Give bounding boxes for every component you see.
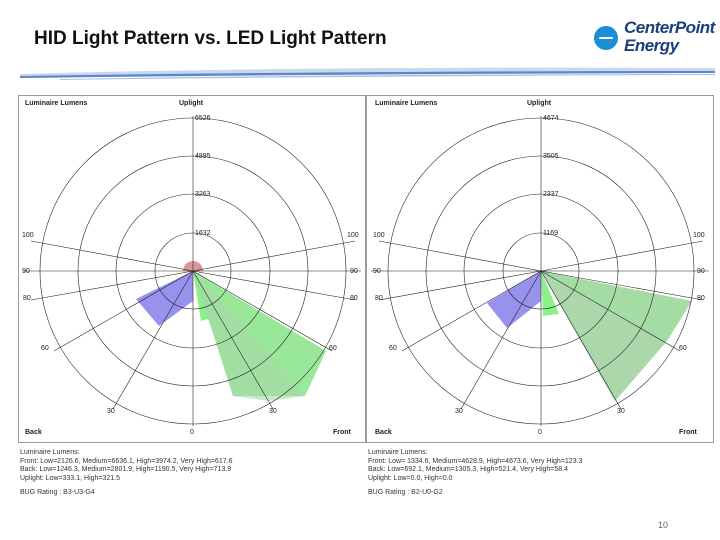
hid-ring-label-3: 4895 (195, 153, 211, 160)
page-number: 10 (658, 520, 669, 530)
led-back-zone (487, 271, 541, 328)
hid-spoke-30-right (192, 270, 274, 410)
hid-angle-right-80: 80 (350, 295, 358, 302)
hid-info-back: Back: Low=1246.3, Medium=2801.9, High=11… (20, 466, 232, 473)
led-angle-right-60: 60 (679, 345, 687, 352)
hid-spoke-60-left (53, 270, 194, 352)
header-swoosh (20, 67, 715, 80)
hid-spoke-30-left (112, 270, 194, 410)
hid-info-uplight: Uplight: Low=333.1, High=321.5 (20, 474, 121, 482)
led-spoke-100-left (378, 240, 542, 272)
led-ring-label-1: 1169 (543, 230, 559, 237)
hid-ring-label-4: 6526 (195, 115, 211, 122)
hid-bug-rating: BUG Rating : B3-U3-G4 (20, 489, 95, 496)
led-ring-label-3: 3505 (543, 153, 559, 160)
led-corner-front: Front (679, 429, 697, 436)
logo-text-line2: Energy (624, 36, 679, 55)
led-polar-plot (371, 116, 709, 426)
hid-ring-label-2: 3263 (195, 191, 211, 198)
slide-title: HID Light Pattern vs. LED Light Pattern (34, 28, 387, 49)
hid-angle-left-90: 90 (22, 268, 30, 275)
led-angle-left-90: 90 (373, 268, 381, 275)
led-angle-left-100: 100 (373, 232, 385, 239)
led-info-back: Back: Low=692.1, Medium=1305.3, High=521… (368, 466, 569, 473)
hid-angle-left-80: 80 (23, 295, 31, 302)
led-spoke-100-right (540, 240, 704, 272)
led-angle-bottom: 0 (538, 429, 542, 436)
led-info-uplight: Uplight: Low=0.0, High=0.0 (368, 474, 453, 482)
led-spoke-30-right (540, 270, 622, 410)
led-angle-left-30: 30 (455, 408, 463, 415)
led-angle-right-80: 80 (697, 295, 705, 302)
led-zones (487, 271, 692, 401)
led-grid (371, 116, 709, 426)
led-spoke-60-left (401, 270, 542, 352)
hid-zones (136, 261, 326, 401)
hid-spoke-80-left (30, 270, 194, 301)
centerpoint-logo: CenterPoint Energy (594, 16, 715, 62)
hid-spoke-100-left (30, 240, 194, 272)
led-info-title: Luminaire Lumens: (368, 449, 428, 456)
hid-header-left: Luminaire Lumens (25, 100, 88, 107)
led-spoke-80-right (540, 270, 704, 301)
hid-polar-diagram: Luminaire Lumens Uplight 6526 4895 3263 … (18, 95, 366, 443)
led-lumen-summary: Luminaire Lumens: Front: Low= 1334.6, Me… (368, 449, 708, 498)
hid-angle-left-30: 30 (107, 408, 115, 415)
led-corner-back: Back (375, 429, 392, 436)
hid-angle-right-90: 90 (350, 268, 358, 275)
led-polar-diagram: Luminaire Lumens Uplight 4674 3505 2337 … (366, 95, 714, 443)
led-ring-label-2: 2337 (543, 191, 559, 198)
hid-back-zone (136, 271, 193, 326)
hid-corner-front: Front (333, 429, 351, 436)
hid-spoke-60-right (192, 270, 333, 352)
led-spoke-60-right (540, 270, 681, 352)
led-bug-rating: BUG Rating : B2-U0-G2 (368, 489, 443, 496)
hid-front-very-high-zone (193, 271, 305, 401)
logo-text-line1: CenterPoint (624, 18, 715, 37)
hid-grid (23, 116, 361, 426)
led-angle-left-60: 60 (389, 345, 397, 352)
hid-angle-right-100: 100 (347, 232, 359, 239)
hid-polar-plot (23, 116, 361, 426)
hid-corner-back: Back (25, 429, 42, 436)
logo-mark-icon (594, 26, 618, 50)
hid-angle-left-60: 60 (41, 345, 49, 352)
led-angle-right-30: 30 (617, 408, 625, 415)
led-spoke-80-left (378, 270, 542, 301)
hid-header-right: Uplight (179, 100, 204, 107)
hid-angle-right-30: 30 (269, 408, 277, 415)
led-spoke-30-left (460, 270, 542, 410)
led-angle-left-80: 80 (375, 295, 383, 302)
hid-info-front: Front: Low=2126.6, Medium=6636.1, High=3… (20, 457, 233, 465)
led-ring-label-4: 4674 (543, 115, 559, 122)
led-front-very-high-zone (541, 271, 667, 401)
led-header-right: Uplight (527, 100, 552, 107)
hid-angle-bottom: 0 (190, 429, 194, 436)
led-angle-right-90: 90 (697, 268, 705, 275)
hid-spoke-80-right (192, 270, 356, 301)
led-front-low-zone (541, 271, 559, 316)
hid-ring-label-1: 1632 (195, 230, 211, 237)
hid-lumen-summary: Luminaire Lumens: Front: Low=2126.6, Med… (20, 449, 360, 498)
hid-angle-left-100: 100 (22, 232, 34, 239)
hid-spoke-100-right (192, 240, 356, 272)
hid-angle-right-60: 60 (329, 345, 337, 352)
led-info-front: Front: Low= 1334.6, Medium=4628.9, High=… (368, 457, 583, 465)
led-header-left: Luminaire Lumens (375, 100, 438, 107)
led-angle-right-100: 100 (693, 232, 705, 239)
hid-info-title: Luminaire Lumens: (20, 449, 80, 456)
